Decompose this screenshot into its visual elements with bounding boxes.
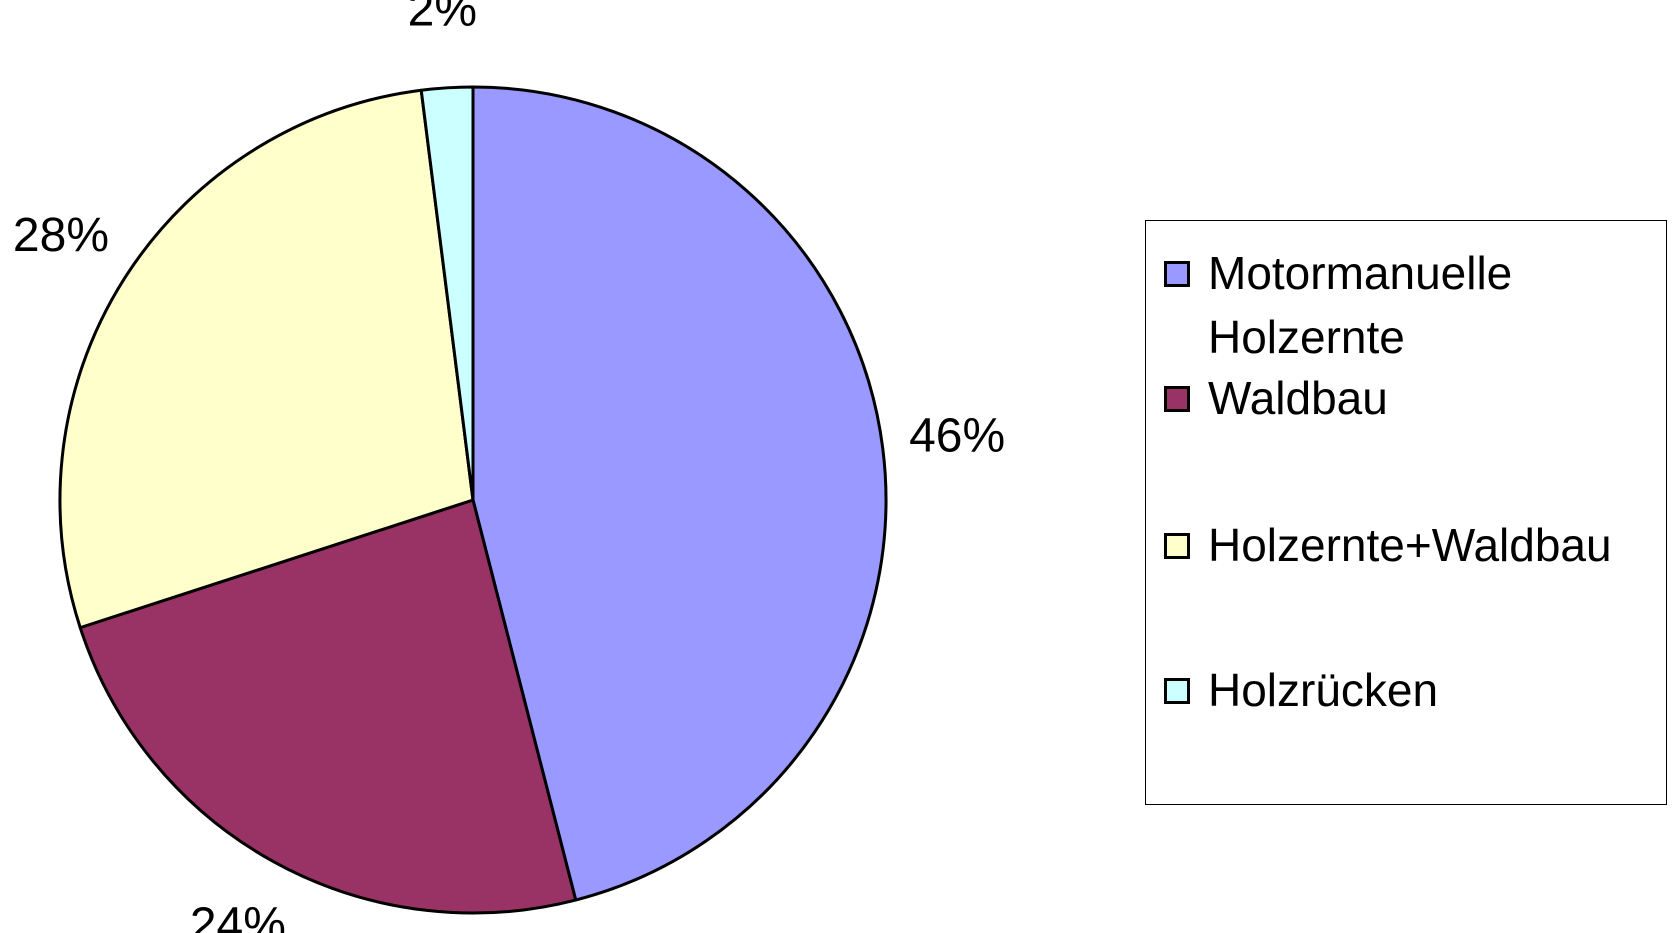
legend: Motormanuelle Holzernte Waldbau Holzernte+…	[1145, 220, 1667, 805]
pie-slice	[78, 498, 578, 915]
data-label: 28%	[13, 209, 109, 262]
legend-swatch	[1164, 386, 1190, 412]
data-label: 2%	[408, 0, 477, 37]
data-label: 46%	[909, 410, 1005, 463]
legend-swatch	[1164, 678, 1190, 704]
pie-slice	[419, 85, 475, 502]
pie-slice	[58, 88, 475, 630]
legend-label: Waldbau	[1208, 372, 1388, 424]
legend-label: Holzrücken	[1208, 664, 1439, 716]
legend-label: Motormanuelle Holzernte	[1208, 247, 1513, 363]
data-label: 24%	[190, 898, 286, 933]
legend-swatch	[1164, 261, 1190, 287]
legend-swatch	[1164, 533, 1190, 559]
pie-slice	[471, 85, 888, 902]
legend-label: Holzernte+Waldbau	[1208, 519, 1612, 571]
